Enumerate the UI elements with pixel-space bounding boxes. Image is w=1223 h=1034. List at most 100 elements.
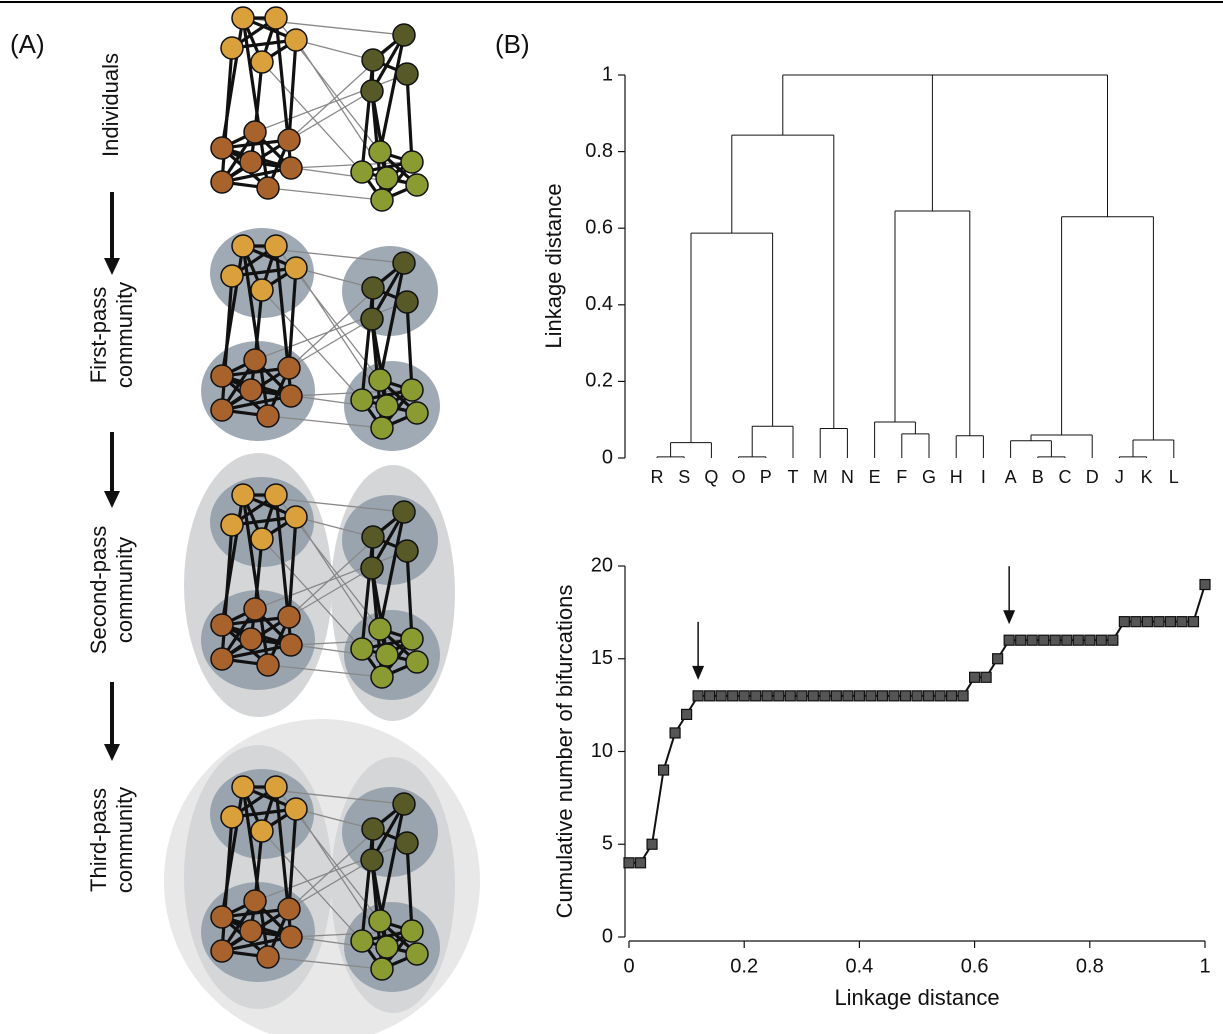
- stage-label: Third-pass: [86, 788, 111, 892]
- node: [375, 394, 399, 418]
- node: [375, 643, 399, 667]
- node: [279, 384, 303, 408]
- marker: [704, 690, 716, 702]
- node: [239, 919, 263, 943]
- node: [277, 605, 301, 629]
- panel-label: (A): [10, 29, 45, 59]
- edge: [220, 816, 234, 952]
- leaf-label: I: [981, 467, 986, 487]
- edge: [360, 287, 375, 401]
- marker: [1130, 616, 1142, 628]
- marker: [1199, 578, 1211, 591]
- leaf-label: T: [788, 467, 799, 487]
- node: [392, 792, 416, 816]
- node: [368, 909, 392, 933]
- node: [400, 378, 424, 402]
- edge: [360, 536, 375, 650]
- node: [256, 653, 280, 677]
- node: [368, 617, 392, 641]
- edge: [220, 275, 234, 411]
- node: [284, 505, 308, 529]
- marker: [819, 690, 831, 702]
- node: [400, 150, 424, 174]
- node: [220, 264, 244, 288]
- network-panel: [164, 6, 480, 1034]
- edge: [405, 73, 414, 163]
- network: [201, 228, 440, 451]
- node: [368, 140, 392, 164]
- line: [629, 584, 1206, 864]
- node: [239, 150, 263, 174]
- node: [264, 6, 288, 30]
- leaf-label: M: [813, 467, 828, 487]
- node: [256, 404, 280, 428]
- x-tick-label: 0.2: [730, 955, 758, 977]
- y-tick-label: 20: [591, 554, 613, 576]
- node: [405, 401, 429, 425]
- node: [210, 364, 234, 388]
- marker: [1015, 634, 1027, 646]
- marker: [865, 690, 877, 702]
- stage-label: Individuals: [98, 53, 123, 157]
- node: [210, 136, 234, 160]
- marker: [727, 690, 739, 702]
- network: [210, 6, 429, 212]
- node: [264, 483, 288, 507]
- node: [360, 79, 384, 103]
- leaf-label: O: [732, 467, 746, 487]
- edge: [287, 267, 298, 369]
- marker: [784, 690, 796, 702]
- leaf-label: G: [922, 467, 936, 487]
- node: [392, 500, 416, 524]
- marker: [1095, 634, 1107, 646]
- edge: [295, 39, 374, 61]
- leaf-label: S: [678, 467, 690, 487]
- marker: [715, 690, 727, 702]
- edge: [254, 73, 408, 133]
- edge: [288, 567, 373, 618]
- node: [250, 278, 274, 302]
- marker: [669, 727, 681, 739]
- node: [264, 234, 288, 258]
- node: [284, 28, 308, 52]
- edge: [287, 808, 298, 910]
- node: [256, 945, 280, 969]
- node: [350, 929, 374, 953]
- stage-label: community: [112, 787, 137, 893]
- edge: [241, 17, 270, 189]
- node: [220, 805, 244, 829]
- edge: [287, 516, 298, 618]
- node: [361, 276, 385, 300]
- marker: [692, 690, 704, 702]
- node: [405, 942, 429, 966]
- marker: [1107, 634, 1119, 646]
- edge: [261, 538, 363, 650]
- marker: [922, 690, 935, 702]
- edge: [405, 550, 414, 640]
- marker: [1084, 634, 1096, 646]
- y-tick-label: 10: [591, 740, 613, 762]
- community-hull: [342, 787, 438, 877]
- stage-label: Second-pass: [86, 526, 111, 654]
- node: [405, 173, 429, 197]
- node: [210, 613, 234, 637]
- marker: [1038, 634, 1050, 646]
- x-tick-label: 0.4: [845, 955, 873, 977]
- marker: [738, 690, 750, 702]
- leaf-label: N: [841, 467, 854, 487]
- edge: [261, 830, 363, 942]
- edge: [267, 187, 383, 201]
- node: [210, 647, 234, 671]
- node: [250, 527, 274, 551]
- marker: [1164, 616, 1177, 628]
- edge: [295, 808, 374, 830]
- marker: [1141, 616, 1154, 628]
- node: [220, 513, 244, 537]
- marker: [1072, 634, 1084, 646]
- node: [279, 925, 303, 949]
- marker: [842, 690, 854, 702]
- y-tick-label: 0.4: [585, 293, 613, 315]
- marker: [957, 690, 969, 702]
- node: [239, 378, 263, 402]
- leaf-label: F: [896, 467, 907, 487]
